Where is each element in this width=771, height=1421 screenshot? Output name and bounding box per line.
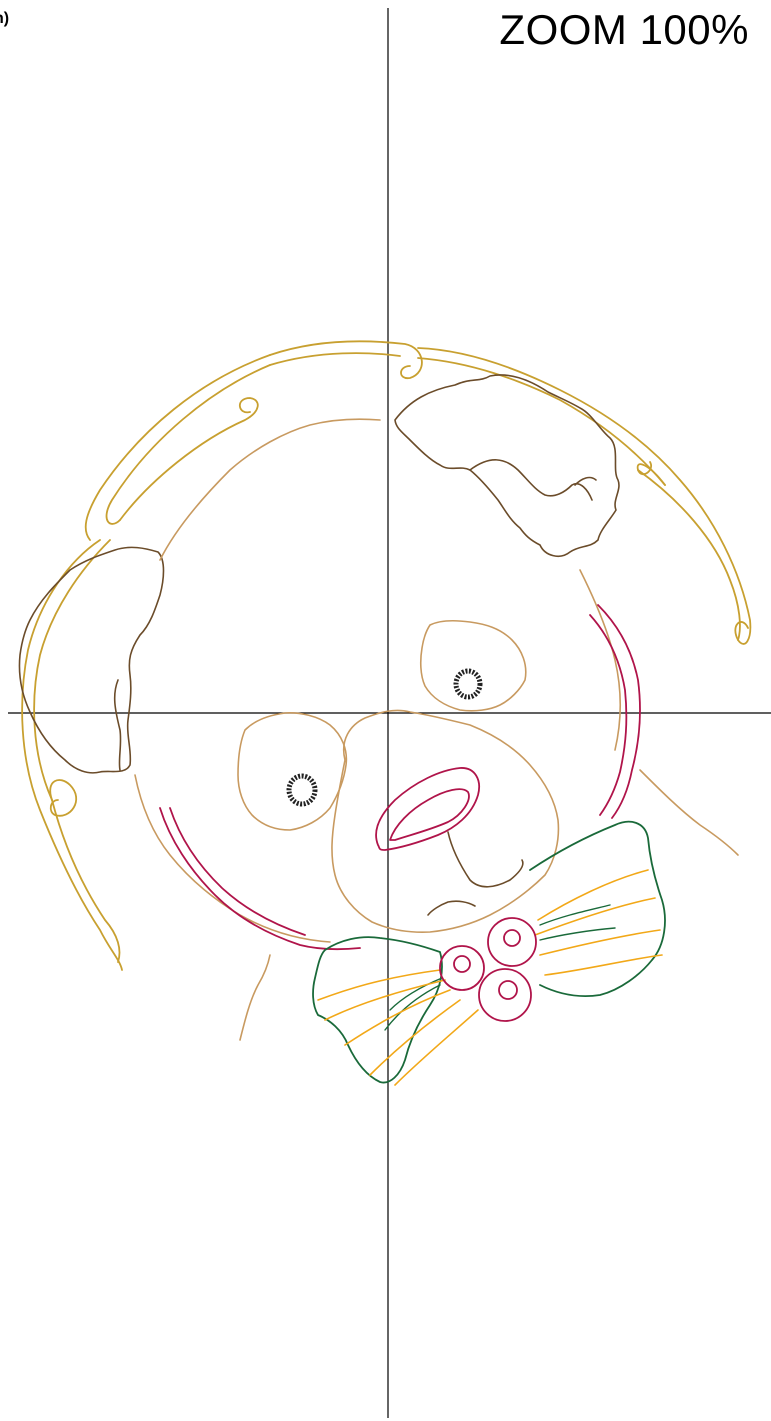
- right-eye-icon: [453, 668, 483, 700]
- bow: [312, 820, 666, 1086]
- mouth-chin: [427, 900, 476, 916]
- corner-label: n): [0, 10, 10, 27]
- head-outline: [134, 418, 739, 1041]
- bow-left-wing: [312, 936, 443, 1084]
- mouth-line: [447, 831, 524, 888]
- collar: [159, 604, 641, 951]
- bow-knots: [439, 917, 537, 1022]
- outer-swirl-outline: [21, 340, 752, 971]
- zoom-level-label: ZOOM 100%: [499, 6, 749, 53]
- bow-right-wing: [529, 820, 666, 998]
- eyes: [286, 668, 483, 807]
- ear-fur: [18, 374, 620, 774]
- left-eye-icon: [286, 773, 318, 807]
- nose-mouth: [375, 767, 480, 851]
- bow-stripes: [317, 869, 663, 1086]
